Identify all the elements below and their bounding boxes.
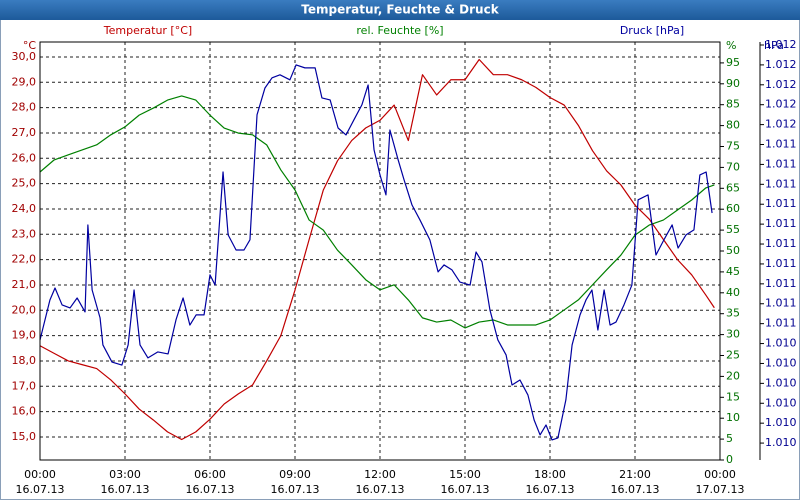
- y3-tick-label: 1.011: [765, 157, 797, 170]
- y-tick-label: 25,0: [12, 177, 37, 190]
- y-tick-label: 24,0: [12, 202, 37, 215]
- x-tick-label: 03:00: [109, 468, 141, 481]
- y3-tick-label: 1.012: [765, 98, 797, 111]
- y-tick-label: 17,0: [12, 379, 37, 392]
- y3-tick-label: 1.012: [765, 58, 797, 71]
- y2-tick-label: 60: [726, 202, 740, 215]
- y2-tick-label: 70: [726, 160, 740, 173]
- y-tick-label: 15,0: [12, 430, 37, 443]
- x-tick-label: 15:00: [449, 468, 481, 481]
- y3-tick-label: 1.011: [765, 177, 797, 190]
- y2-tick-label: 0: [726, 453, 733, 466]
- y-tick-label: 23,0: [12, 227, 37, 240]
- y3-tick-label: 1.010: [765, 436, 797, 449]
- x-tick-date: 16.07.13: [101, 483, 150, 496]
- y2-axis-unit: %: [726, 39, 736, 52]
- chart-title: Temperatur, Feuchte & Druck: [301, 3, 499, 17]
- y3-tick-label: 1.011: [765, 297, 797, 310]
- x-tick-date: 16.07.13: [611, 483, 660, 496]
- y3-tick-label: 1.011: [765, 277, 797, 290]
- x-tick-label: 06:00: [194, 468, 226, 481]
- y3-tick-label: 1.010: [765, 416, 797, 429]
- y3-tick-label: 1.010: [765, 396, 797, 409]
- x-tick-date: 16.07.13: [441, 483, 490, 496]
- legend-entry: Druck [hPa]: [620, 24, 684, 37]
- y2-tick-label: 95: [726, 56, 740, 69]
- x-tick-label: 00:00: [704, 468, 736, 481]
- y-axis-unit: °C: [23, 39, 37, 52]
- y2-tick-label: 55: [726, 223, 740, 236]
- y-tick-label: 26,0: [12, 151, 37, 164]
- y-tick-label: 30,0: [12, 50, 37, 63]
- y-tick-label: 28,0: [12, 101, 37, 114]
- x-tick-date: 16.07.13: [271, 483, 320, 496]
- y2-tick-label: 10: [726, 411, 740, 424]
- x-tick-date: 16.07.13: [356, 483, 405, 496]
- y2-tick-label: 15: [726, 390, 740, 403]
- y-tick-label: 18,0: [12, 354, 37, 367]
- y2-tick-label: 35: [726, 307, 740, 320]
- x-tick-label: 00:00: [24, 468, 56, 481]
- x-tick-label: 21:00: [619, 468, 651, 481]
- y3-tick-label: 1.011: [765, 237, 797, 250]
- legend-entry: Temperatur [°C]: [103, 24, 192, 37]
- y2-tick-label: 85: [726, 98, 740, 111]
- y-tick-label: 16,0: [12, 405, 37, 418]
- y2-tick-label: 30: [726, 328, 740, 341]
- y2-tick-label: 80: [726, 119, 740, 132]
- x-tick-date: 17.07.13: [696, 483, 745, 496]
- y2-tick-label: 65: [726, 181, 740, 194]
- x-tick-date: 16.07.13: [186, 483, 235, 496]
- y2-tick-label: 25: [726, 349, 740, 362]
- y-tick-label: 21,0: [12, 278, 37, 291]
- title-bar: [0, 0, 800, 20]
- y-tick-label: 22,0: [12, 253, 37, 266]
- y2-tick-label: 45: [726, 265, 740, 278]
- x-tick-date: 16.07.13: [16, 483, 65, 496]
- y2-tick-label: 20: [726, 369, 740, 382]
- y3-tick-label: 1.012: [765, 38, 797, 51]
- x-tick-label: 09:00: [279, 468, 311, 481]
- series-line: [39, 95, 715, 329]
- y-tick-label: 19,0: [12, 329, 37, 342]
- legend-entry: rel. Feuchte [%]: [356, 24, 443, 37]
- y3-tick-label: 1.012: [765, 78, 797, 91]
- y2-tick-label: 75: [726, 140, 740, 153]
- grid: [39, 42, 721, 460]
- plot-lines: [39, 58, 715, 441]
- y-tick-label: 29,0: [12, 75, 37, 88]
- y-tick-label: 20,0: [12, 303, 37, 316]
- x-tick-label: 18:00: [534, 468, 566, 481]
- y3-tick-label: 1.012: [765, 118, 797, 131]
- y2-tick-label: 5: [726, 432, 733, 445]
- y3-tick-label: 1.011: [765, 217, 797, 230]
- y3-tick-label: 1.011: [765, 138, 797, 151]
- series-line: [39, 58, 715, 441]
- y-tick-label: 27,0: [12, 126, 37, 139]
- y3-tick-label: 1.011: [765, 317, 797, 330]
- series-line: [39, 64, 713, 441]
- y2-tick-label: 50: [726, 244, 740, 257]
- y3-tick-label: 1.011: [765, 197, 797, 210]
- y3-tick-label: 1.010: [765, 337, 797, 350]
- x-tick-date: 16.07.13: [526, 483, 575, 496]
- y2-tick-label: 40: [726, 286, 740, 299]
- y2-tick-label: 90: [726, 77, 740, 90]
- y3-tick-label: 1.010: [765, 356, 797, 369]
- y3-tick-label: 1.010: [765, 376, 797, 389]
- y3-tick-label: 1.011: [765, 257, 797, 270]
- x-tick-label: 12:00: [364, 468, 396, 481]
- y3-axis-unit: hPa: [764, 39, 784, 52]
